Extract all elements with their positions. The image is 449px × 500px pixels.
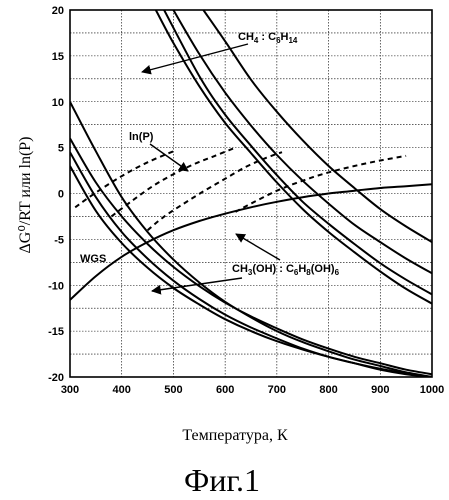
- arrow-ch3oh-to-lower: [151, 277, 243, 295]
- series-line-9: [74, 150, 174, 209]
- y-tick-labels: 20 15 10 5 0 -5 -10 -15 -20: [48, 5, 64, 384]
- series-line-5: [70, 137, 432, 376]
- series-line-8: [70, 183, 432, 301]
- y-tick-label-4: 0: [58, 189, 64, 201]
- grid-lines: [69, 9, 433, 378]
- series-line-10: [146, 151, 283, 231]
- series-line-0: [163, 10, 432, 296]
- series-line-2: [154, 10, 432, 305]
- annotation-wgs: WGS: [80, 253, 106, 265]
- x-tick-label-5: 800: [319, 384, 337, 396]
- x-tick-label-7: 1000: [420, 384, 444, 396]
- y-axis-title: ΔG⁰/RT или ln(P): [17, 136, 34, 253]
- annotation-ch3oh-c6h8oh6: CH3(OH) : C6H8(OH)6: [232, 263, 340, 277]
- arrow-lnp: [149, 143, 189, 172]
- series-curves: [70, 10, 432, 377]
- y-tick-label-1: 15: [52, 51, 64, 63]
- figure-caption: Фиг.1: [184, 462, 260, 498]
- arrow-ch4-c6h14: [141, 43, 249, 75]
- plot-frame: [69, 9, 433, 378]
- x-axis-title: Температура, К: [182, 427, 288, 444]
- x-tick-label-3: 600: [216, 384, 234, 396]
- x-tick-label-0: 300: [61, 384, 79, 396]
- y-tick-label-6: -10: [48, 280, 64, 292]
- x-tick-label-2: 500: [164, 384, 182, 396]
- y-tick-label-3: 5: [58, 143, 64, 155]
- y-tick-label-8: -20: [48, 372, 64, 384]
- y-tick-label-7: -15: [48, 326, 64, 338]
- series-line-7: [70, 165, 432, 377]
- x-tick-label-4: 700: [268, 384, 286, 396]
- series-line-11: [235, 154, 407, 213]
- y-tick-label-2: 10: [52, 97, 64, 109]
- y-tick-label-0: 20: [52, 5, 64, 17]
- arrow-ch3oh-to-upper: [235, 233, 281, 261]
- x-tick-label-1: 400: [113, 384, 131, 396]
- y-tick-label-5: -5: [54, 234, 64, 246]
- annotation-lnp: ln(P): [129, 131, 154, 143]
- x-tick-labels: 300 400 500 600 700 800 900 1000: [61, 384, 444, 396]
- series-line-12: [110, 146, 236, 218]
- series-line-3: [202, 10, 432, 243]
- annotation-ch4-c6h14: CH4 : C6H14: [238, 31, 298, 45]
- x-tick-label-6: 900: [371, 384, 389, 396]
- series-line-6: [70, 151, 432, 377]
